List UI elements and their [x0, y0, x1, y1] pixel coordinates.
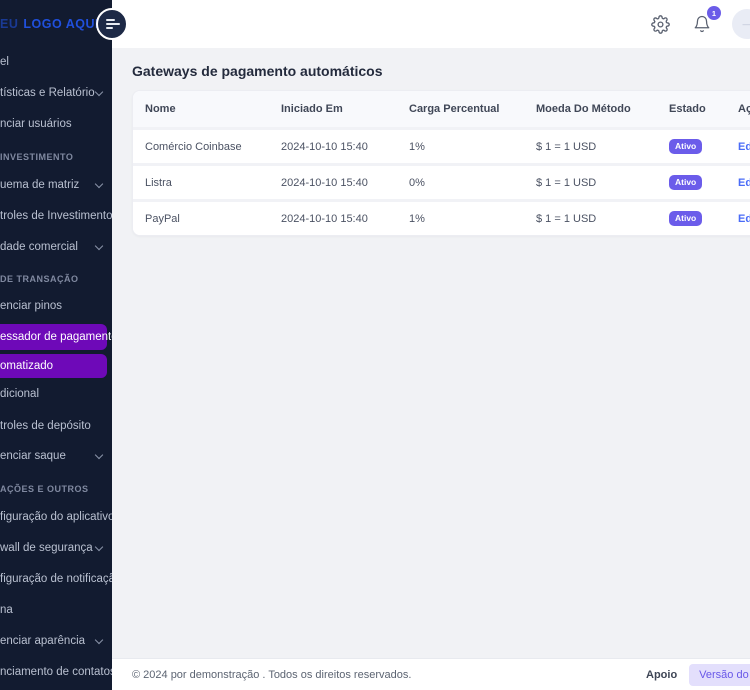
sidebar-item-estatisticas[interactable]: tísticas e Relatório [0, 82, 112, 104]
status-cell: Ativo [657, 211, 726, 226]
notifications-button[interactable]: 1 [690, 6, 721, 36]
gateway-started: 2024-10-10 15:40 [281, 176, 368, 189]
sidebar-item-usuarios[interactable]: nciar usuários [0, 118, 72, 130]
sidebar-item-pinos[interactable]: enciar pinos [0, 300, 63, 312]
table-row: PayPal 2024-10-10 15:40 1% $ 1 = 1 USD A… [133, 199, 750, 235]
logo-text: LOGO AQUI [23, 17, 99, 31]
page-title: Gateways de pagamento automáticos [132, 63, 383, 79]
chevron-down-icon [94, 450, 104, 459]
action-cell: Editar [726, 213, 750, 225]
edit-button[interactable]: Editar [738, 140, 750, 153]
sidebar-item-controles-deposito[interactable]: troles de depósito [0, 420, 91, 432]
chevron-down-icon [94, 635, 104, 644]
sidebar-item-esquema-matriz[interactable]: uema de matriz [0, 174, 112, 196]
sidebar-item-adicional[interactable]: dicional [0, 388, 39, 400]
gateway-charge: 0% [409, 176, 425, 189]
gateway-currency: $ 1 = 1 USD [536, 176, 597, 189]
status-badge: Ativo [669, 211, 703, 226]
gateway-name: PayPal [145, 212, 180, 225]
gateway-charge: 1% [409, 212, 425, 225]
sidebar-item-controles-investimento[interactable]: troles de Investimento [0, 205, 112, 227]
notification-count-badge: 1 [707, 6, 721, 20]
chevron-down-icon [94, 542, 104, 551]
header-actions: 1 — [648, 0, 750, 48]
sidebar-item-saque[interactable]: enciar saque [0, 445, 112, 467]
column-header-moeda: Moeda Do Método [536, 103, 631, 115]
column-header-estado: Estado [669, 103, 706, 115]
settings-button[interactable] [648, 12, 672, 36]
sidebar-item-automatizado[interactable]: omatizado [0, 354, 107, 378]
top-header: 1 — [112, 0, 750, 48]
column-header-carga: Carga Percentual [409, 103, 500, 115]
sidebar-item-config-aplicativo[interactable]: figuração do aplicativo [0, 511, 112, 523]
sidebar-item-aparencia[interactable]: enciar aparência [0, 630, 112, 652]
action-cell: Editar [726, 141, 750, 153]
sidebar-item-painel[interactable]: el [0, 56, 9, 68]
gateway-currency: $ 1 = 1 USD [536, 212, 597, 225]
action-cell: Editar [726, 177, 750, 189]
gateway-name: Comércio Coinbase [145, 140, 242, 153]
status-badge: Ativo [669, 175, 703, 190]
column-header-iniciado: Iniciado Em [281, 103, 343, 115]
footer: © 2024 por demonstração . Todos os direi… [112, 658, 750, 690]
chevron-down-icon [94, 179, 104, 188]
status-cell: Ativo [657, 139, 726, 154]
gateway-started: 2024-10-10 15:40 [281, 140, 368, 153]
edit-button[interactable]: Editar [738, 176, 750, 189]
sidebar-item-atividade-comercial[interactable]: dade comercial [0, 236, 112, 258]
gateway-started: 2024-10-10 15:40 [281, 212, 368, 225]
table-header-row: Nome Iniciado Em Carga Percentual Moeda … [133, 91, 750, 127]
sidebar-item-config-notificacao[interactable]: figuração de notificação [0, 573, 112, 585]
main-content: Gateways de pagamento automáticos Nome I… [112, 48, 750, 658]
support-link[interactable]: Apoio [646, 669, 678, 681]
gateways-table-card: Nome Iniciado Em Carga Percentual Moeda … [132, 90, 750, 236]
column-header-nome: Nome [145, 103, 176, 115]
sidebar-item-processador-pagamento[interactable]: essador de pagamento [0, 324, 112, 350]
gateway-charge: 1% [409, 140, 425, 153]
gateway-currency: $ 1 = 1 USD [536, 140, 597, 153]
chevron-down-icon [94, 241, 104, 250]
hamburger-icon [106, 19, 115, 21]
sidebar-toggle-button[interactable] [96, 8, 128, 40]
sidebar-item-firewall[interactable]: wall de segurança [0, 537, 112, 559]
edit-button[interactable]: Editar [738, 212, 750, 225]
sidebar-item-pagina[interactable]: na [0, 604, 13, 616]
sidebar-section-configuracoes: AÇÕES E OUTROS [0, 484, 89, 494]
gear-icon [650, 14, 670, 34]
bell-icon [694, 15, 710, 33]
sidebar-section-transacao: DE TRANSAÇÃO [0, 274, 79, 284]
user-avatar[interactable]: — [732, 9, 750, 39]
sidebar: EU LOGO AQUI el tísticas e Relatório nci… [0, 0, 112, 690]
chevron-down-icon [94, 87, 104, 96]
sidebar-item-contatos[interactable]: nciamento de contatos [0, 661, 112, 683]
column-header-acao: Ação [738, 103, 750, 115]
gateway-name: Listra [145, 176, 172, 189]
copyright-text: © 2024 por demonstração . Todos os direi… [132, 669, 412, 681]
table-row: Listra 2024-10-10 15:40 0% $ 1 = 1 USD A… [133, 163, 750, 199]
footer-actions: Apoio Versão do aplicativo [646, 659, 750, 690]
status-cell: Ativo [657, 175, 726, 190]
table-row: Comércio Coinbase 2024-10-10 15:40 1% $ … [133, 127, 750, 163]
status-badge: Ativo [669, 139, 703, 154]
logo[interactable]: EU LOGO AQUI [0, 12, 112, 36]
logo-prefix: EU [0, 17, 19, 31]
app-version-button[interactable]: Versão do aplicativo [689, 664, 750, 686]
sidebar-section-investimento: INVESTIMENTO [0, 152, 74, 162]
